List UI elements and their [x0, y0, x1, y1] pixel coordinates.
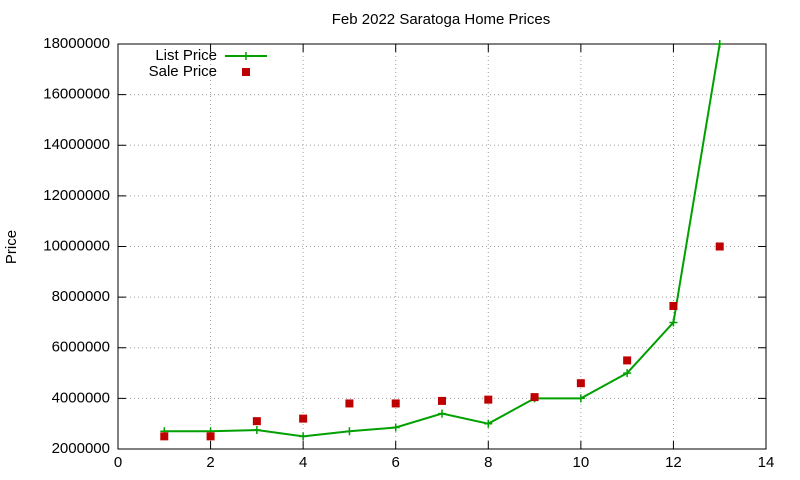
- y-tick-label: 10000000: [43, 237, 110, 254]
- point: [160, 432, 169, 441]
- series-line: [164, 43, 721, 438]
- y-tick-label: 16000000: [43, 86, 110, 103]
- legend-label: List Price: [155, 47, 217, 64]
- point: [252, 426, 261, 435]
- legend-label: Sale Price: [149, 63, 217, 80]
- point: [530, 393, 539, 402]
- point: [391, 423, 400, 432]
- legend-marker: [242, 52, 250, 60]
- point: [576, 379, 585, 388]
- point: [299, 432, 308, 441]
- point: [345, 427, 354, 436]
- point: [345, 399, 354, 408]
- point: [391, 399, 400, 408]
- x-tick-label: 14: [758, 454, 775, 471]
- y-axis-label: Price: [3, 230, 20, 264]
- point: [576, 394, 585, 403]
- x-tick-label: 0: [114, 454, 122, 471]
- y-tick-label: 6000000: [52, 339, 110, 356]
- point: [623, 369, 632, 378]
- y-tick-label: 12000000: [43, 187, 110, 204]
- plot-frame: [117, 43, 767, 450]
- point: [623, 356, 632, 365]
- point: [206, 432, 215, 441]
- y-tick-label: 8000000: [52, 288, 110, 305]
- x-tick-label: 2: [206, 454, 214, 471]
- point: [252, 417, 261, 426]
- y-tick-label: 4000000: [52, 389, 110, 406]
- x-tick-label: 8: [484, 454, 492, 471]
- point: [484, 419, 493, 428]
- x-tick-label: 4: [299, 454, 307, 471]
- point: [715, 40, 724, 48]
- x-tick-label: 6: [392, 454, 400, 471]
- x-tick-label: 12: [665, 454, 682, 471]
- legend-marker: [242, 68, 250, 76]
- x-tick-label: 10: [573, 454, 590, 471]
- y-tick-label: 2000000: [52, 440, 110, 457]
- point: [484, 395, 493, 404]
- point: [438, 396, 446, 405]
- chart-title: Feb 2022 Saratoga Home Prices: [332, 11, 550, 28]
- y-tick-label: 18000000: [43, 35, 110, 52]
- point: [715, 242, 724, 251]
- point: [669, 301, 678, 310]
- y-tick-label: 14000000: [43, 136, 110, 153]
- point: [438, 409, 446, 418]
- point: [669, 318, 678, 327]
- point: [299, 414, 308, 423]
